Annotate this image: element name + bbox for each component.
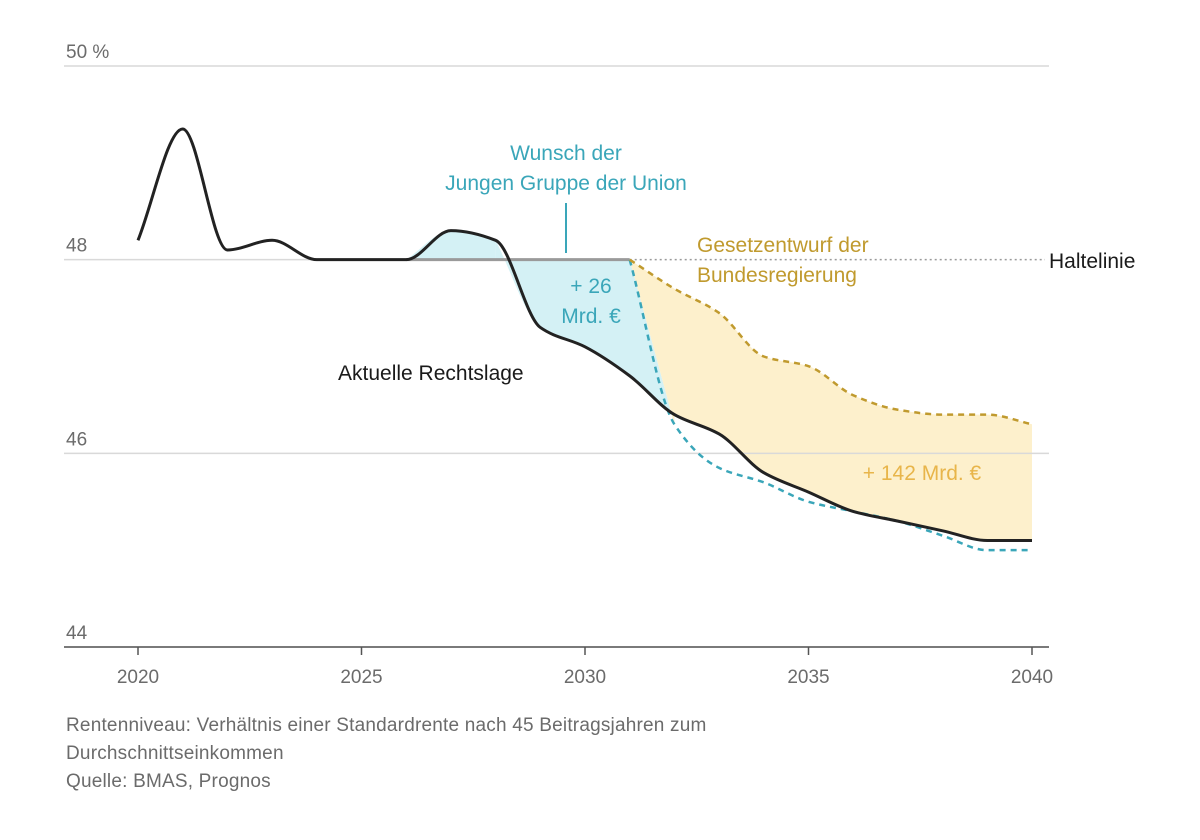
rechtslage-series-line	[136, 127, 1032, 542]
y-tick-label-44: 44	[66, 623, 88, 644]
y-tick-label-46: 46	[66, 429, 87, 450]
haltelinie-label: Haltelinie	[1049, 250, 1135, 273]
chart-caption: Rentenniveau: Verhältnis einer Standardr…	[66, 712, 1166, 796]
y-tick-label-48: 48	[66, 236, 87, 257]
mrd26-label-line2: Mrd. €	[561, 305, 621, 328]
union-label-line2: Jungen Gruppe der Union	[445, 172, 687, 195]
union-series-line	[628, 259, 1032, 552]
x-tick-label-2035: 2035	[787, 667, 829, 688]
caption-source: Quelle: BMAS, Prognos	[66, 771, 271, 792]
x-tick-label-2025: 2025	[340, 667, 382, 688]
rechtslage-label: Aktuelle Rechtslage	[338, 362, 524, 385]
mrd26-label-line1: + 26	[570, 275, 611, 298]
caption-line2: Durchschnittseinkommen	[66, 743, 284, 764]
rentenniveau-chart: 50 % 48 46 44 2020 2025 2030 2035 2040 Wunsch de…	[64, 42, 1135, 688]
x-tick-label-2040: 2040	[1011, 667, 1053, 688]
mrd142-label: + 142 Mrd. €	[863, 462, 982, 485]
union-fill-area	[495, 240, 675, 425]
y-tick-label-50: 50 %	[66, 42, 109, 63]
regierung-label-line1: Gesetzentwurf der	[697, 234, 869, 257]
regierung-series-line	[629, 258, 1033, 426]
regierung-label-line2: Bundesregierung	[697, 264, 857, 287]
x-tick-label-2020: 2020	[117, 667, 159, 688]
regierung-fill-area	[629, 259, 1032, 541]
caption-line1: Rentenniveau: Verhältnis einer Standardr…	[66, 715, 707, 736]
union-fill-bump	[406, 230, 496, 260]
x-tick-label-2030: 2030	[564, 667, 606, 688]
union-label-line1: Wunsch der	[510, 142, 622, 165]
